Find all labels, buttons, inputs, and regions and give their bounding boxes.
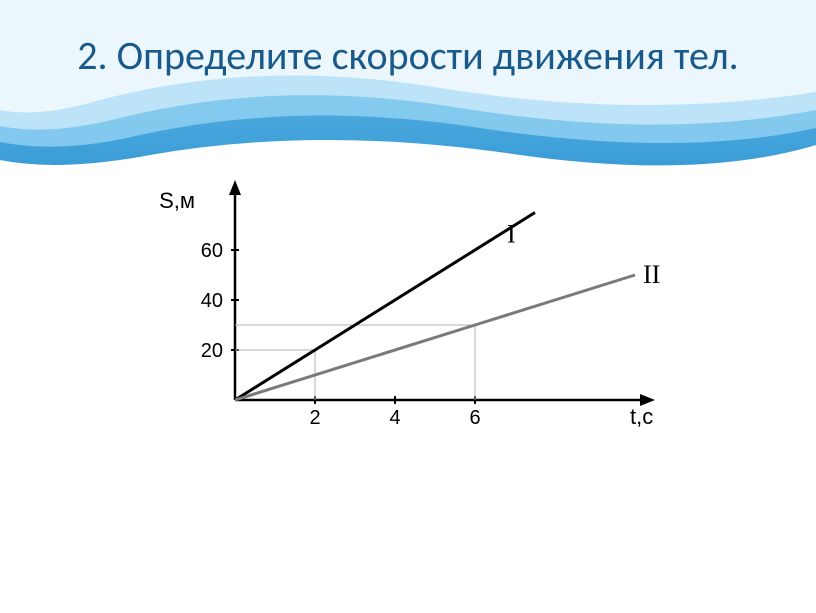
x-tick-label: 6 — [469, 407, 480, 429]
y-axis-label: S,м — [159, 188, 195, 213]
y-tick-label: 60 — [201, 240, 223, 262]
series-label: I — [507, 220, 516, 249]
slide-title: 2. Определите скорости движения тел. — [0, 32, 816, 80]
x-axis-label: t,с — [630, 404, 653, 429]
series-line-I — [235, 213, 535, 401]
y-tick-label: 20 — [201, 340, 223, 362]
distance-time-chart: 204060246S,мt,сIII — [140, 170, 680, 445]
banner-waves — [0, 0, 816, 190]
title-banner: 2. Определите скорости движения тел. — [0, 0, 816, 190]
title-text: 2. Определите скорости движения тел. — [0, 32, 816, 80]
x-tick-label: 4 — [389, 407, 400, 429]
series-line-II — [235, 275, 635, 400]
x-tick-label: 2 — [309, 407, 320, 429]
y-tick-label: 40 — [201, 290, 223, 312]
series-label: II — [643, 260, 660, 289]
